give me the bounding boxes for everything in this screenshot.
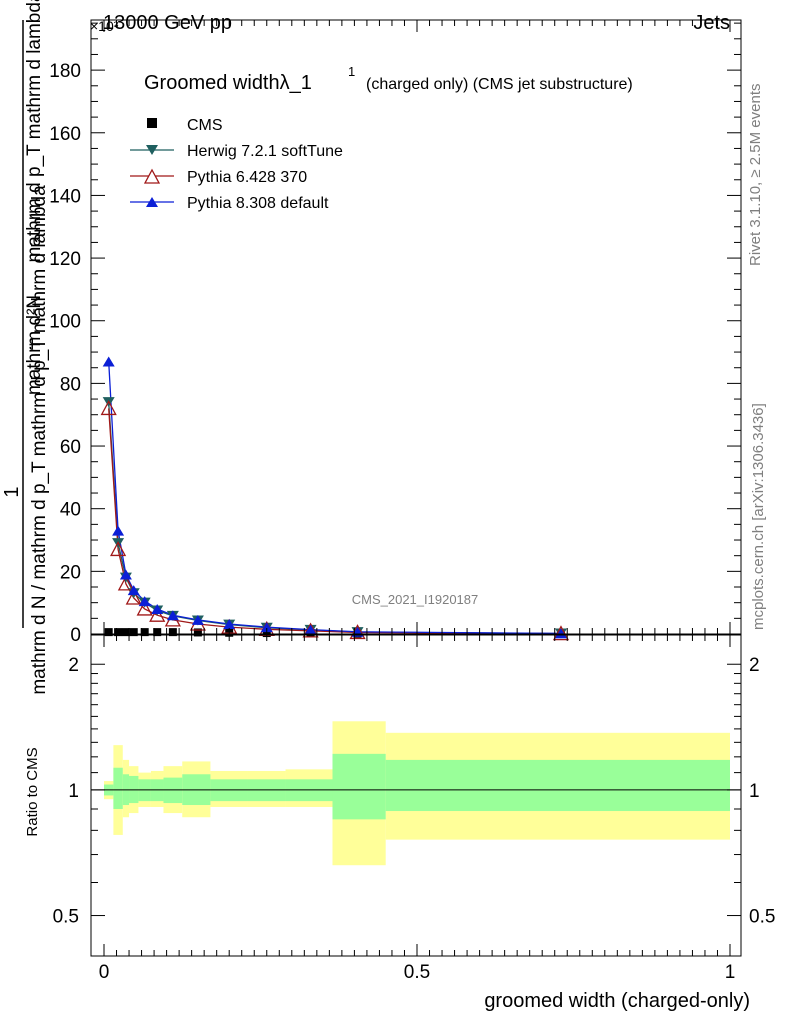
energy-label: 13000 GeV pp <box>103 12 232 34</box>
ratio-band-stat-1 <box>113 767 123 809</box>
point-pythia8-4 <box>138 596 151 607</box>
ratio-frame <box>90 634 742 957</box>
upper-ytick-label-120: 120 <box>49 249 81 270</box>
ratio-xtick-label-2: 1 <box>725 962 736 983</box>
chart-title-sup: 1 <box>348 64 355 79</box>
point-cms-2 <box>121 628 130 637</box>
point-pythia8-12 <box>554 628 567 639</box>
upper-frame <box>90 19 742 635</box>
point-pythia8-0 <box>102 356 115 367</box>
upper-ytick-label-40: 40 <box>60 500 81 521</box>
plot-frames <box>90 19 742 957</box>
legend-marker-pythia6 <box>143 168 161 184</box>
legend-label-cms: CMS <box>187 117 223 134</box>
point-cms-7 <box>193 628 202 637</box>
ratio-xtick-label-0: 0 <box>99 962 110 983</box>
ratio-ytick-label-left-1: 1 <box>68 781 79 802</box>
point-cms-4 <box>140 628 149 637</box>
mcplots-label: mcplots.cern.ch [arXiv:1306.3436] <box>750 403 767 630</box>
upper-ytick-label-140: 140 <box>49 186 81 207</box>
ratio-xtick-label-1: 0.5 <box>404 962 430 983</box>
analysis-id-label: CMS_2021_I1920187 <box>352 592 479 607</box>
point-pythia8-10 <box>304 624 317 635</box>
point-pythia6-4 <box>136 600 153 616</box>
ratio-y-label: Ratio to CMS <box>24 747 41 836</box>
ratio-ytick-label-right-2: 2 <box>749 655 760 676</box>
ratio-ytick-label-right-0: 0.5 <box>749 907 775 928</box>
legend-marker-cms <box>147 118 157 128</box>
point-cms-6 <box>168 628 177 637</box>
point-cms-5 <box>153 628 162 637</box>
upper-ytick-label-80: 80 <box>60 374 81 395</box>
legend-label-pythia6: Pythia 6.428 370 <box>187 169 307 186</box>
point-pythia8-1 <box>112 525 125 536</box>
upper-ytick-label-60: 60 <box>60 437 81 458</box>
point-pythia8-3 <box>127 585 140 596</box>
point-pythia8-5 <box>151 603 164 614</box>
upper-series-group <box>100 356 570 641</box>
point-pythia8-7 <box>191 614 204 625</box>
point-pythia6-5 <box>149 606 166 622</box>
upper-ytick-label-100: 100 <box>49 312 81 333</box>
point-cms-3 <box>129 628 138 637</box>
point-pythia6-1 <box>109 541 127 557</box>
y-label-bottom: mathrm d N / mathrm d p_T mathrm d p_T m… <box>29 185 50 695</box>
series-line-pythia6 <box>108 408 561 635</box>
series-line-pythia8 <box>108 361 561 635</box>
process-label: Jets <box>693 12 730 34</box>
upper-ytick-label-180: 180 <box>49 61 81 82</box>
legend-label-pythia8: Pythia 8.308 default <box>187 195 329 212</box>
rivet-label: Rivet 3.1.10, ≥ 2.5M events <box>747 84 764 267</box>
legend: CMS Herwig 7.2.1 softTune Pythia 6.428 3… <box>130 117 343 212</box>
point-pythia8-2 <box>119 569 132 580</box>
point-pythia6-12 <box>552 625 570 641</box>
axis-ticks: 0 20 40 60 80 100 120 140 160 180 0 0.5 1 0.5 0.5 1 1 2 2 <box>49 20 775 983</box>
point-pythia8-9 <box>260 622 273 633</box>
chart-title-main: Groomed widthλ_1 <box>144 72 312 94</box>
point-pythia6-2 <box>117 575 134 591</box>
series-line-herwig <box>108 402 561 635</box>
x-axis-label: groomed width (charged-only) <box>484 990 750 1012</box>
y-label-numerator: mathrm d²N <box>24 295 45 395</box>
upper-ytick-label-160: 160 <box>49 124 81 145</box>
legend-marker-pythia8 <box>146 197 158 207</box>
upper-ytick-label-20: 20 <box>60 562 81 583</box>
point-pythia6-10 <box>302 622 319 638</box>
chart-title-rest: (charged only) (CMS jet substructure) <box>366 76 633 93</box>
ratio-ytick-label-left-0: 0.5 <box>53 907 79 928</box>
ratio-band-stat-11 <box>332 753 386 820</box>
point-cms-0 <box>104 628 113 637</box>
upper-ytick-label-0: 0 <box>70 625 81 646</box>
ratio-bands <box>91 721 741 866</box>
legend-marker-herwig <box>146 145 158 155</box>
point-pythia8-6 <box>166 610 179 621</box>
legend-label-herwig: Herwig 7.2.1 softTune <box>187 143 343 160</box>
ratio-band-stat-12 <box>385 759 730 812</box>
exponent-label: ×10³ <box>90 18 119 34</box>
point-cms-1 <box>114 628 123 637</box>
ratio-ytick-label-right-1: 1 <box>749 781 760 802</box>
y-label-denominator: mathrm d p_T mathrm d lambda <box>24 0 45 263</box>
point-pythia6-3 <box>125 589 142 605</box>
ratio-ytick-label-left-2: 2 <box>68 655 79 676</box>
point-pythia6-0 <box>100 400 117 416</box>
point-pythia8-8 <box>223 618 236 629</box>
y-label-top: 1 <box>1 486 23 497</box>
